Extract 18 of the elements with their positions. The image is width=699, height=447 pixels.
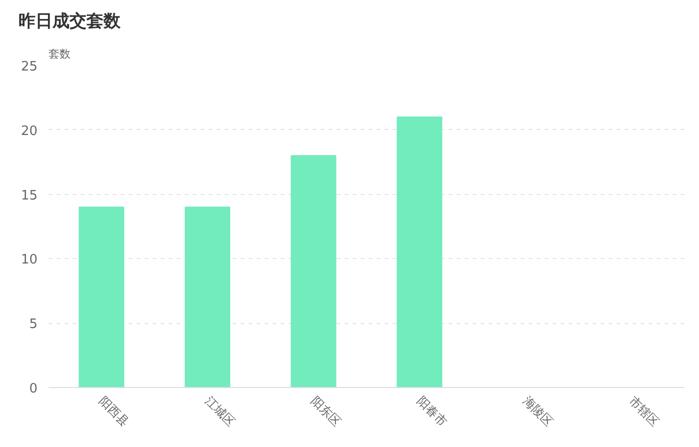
y-tick-label: 10 — [20, 252, 38, 268]
y-tick-label: 5 — [29, 317, 38, 332]
bar — [290, 155, 336, 388]
bar — [78, 206, 124, 388]
x-tick-label: 市辖区 — [626, 394, 662, 429]
y-tick-label: 15 — [20, 188, 38, 204]
x-tick-label: 阳东区 — [308, 394, 344, 429]
x-tick-label: 海陵区 — [520, 394, 556, 429]
bar — [396, 116, 442, 388]
y-axis-title: 套数 — [48, 48, 70, 60]
y-tick-label: 25 — [20, 60, 38, 74]
y-tick-label: 0 — [29, 382, 38, 396]
y-tick-label: 20 — [20, 124, 38, 139]
bar — [184, 206, 230, 388]
x-tick-label: 阳春市 — [414, 394, 450, 429]
x-tick-label: 阳西县 — [96, 394, 132, 429]
x-tick-label: 江城区 — [202, 394, 238, 429]
chart-title: 昨日成交套数 — [18, 12, 122, 32]
